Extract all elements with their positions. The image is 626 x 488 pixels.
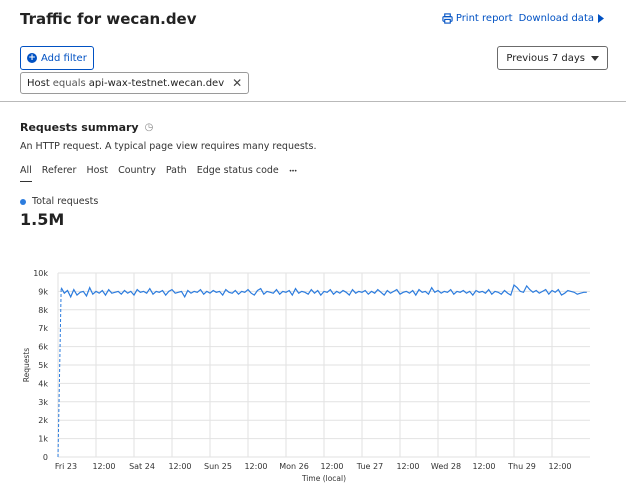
tab-all[interactable]: All: [20, 165, 32, 182]
x-axis-label: Time (local): [301, 474, 346, 483]
x-tick-label: Mon 26: [279, 462, 309, 471]
y-tick-label: 4k: [38, 379, 48, 388]
y-tick-label: 1k: [38, 435, 48, 444]
x-tick-label: 12:00: [396, 462, 419, 471]
time-period-select[interactable]: Previous 7 days: [497, 46, 608, 70]
plus-circle-icon: +: [27, 53, 37, 63]
y-tick-label: 0: [43, 453, 48, 462]
filter-field: Host: [27, 77, 50, 89]
chart-legend: Total requests: [20, 196, 98, 207]
print-report-link[interactable]: Print report: [442, 13, 513, 24]
chevron-down-icon: [591, 55, 599, 61]
time-period-label: Previous 7 days: [506, 52, 585, 64]
x-tick-label: 12:00: [168, 462, 191, 471]
series-line-partial: [57, 287, 62, 458]
more-tabs-button[interactable]: •••: [288, 168, 298, 175]
close-icon[interactable]: ✕: [232, 76, 243, 90]
tab-host[interactable]: Host: [86, 165, 109, 176]
requests-chart: 0 1k 2k 3k 4k 5k 6k 7k 8k 9k 10k Fri 23 12:00 Sat 24 1…: [22, 269, 590, 483]
tab-path[interactable]: Path: [165, 165, 187, 176]
x-tick-label: 12:00: [92, 462, 115, 471]
tab-country[interactable]: Country: [118, 165, 156, 176]
x-tick-label: 12:00: [548, 462, 571, 471]
x-tick-label: Sat 24: [129, 462, 155, 471]
filter-value: api-wax-testnet.wecan.dev: [88, 77, 225, 89]
download-data-link[interactable]: Download data: [519, 13, 604, 24]
breakdown-tabs: All Referer Host Country Path Edge statu…: [20, 165, 306, 182]
y-tick-label: 7k: [38, 324, 48, 333]
y-axis-label: Requests: [22, 348, 31, 382]
y-tick-label: 8k: [38, 306, 48, 315]
filter-chip[interactable]: Host equals api-wax-testnet.wecan.dev ✕: [20, 72, 250, 94]
x-tick-label: Thu 29: [507, 462, 536, 471]
tab-referer[interactable]: Referer: [41, 165, 77, 176]
caret-right-icon: [598, 14, 604, 23]
print-report-label: Print report: [455, 13, 513, 24]
printer-icon: [442, 13, 453, 24]
x-tick-label: 12:00: [472, 462, 495, 471]
filter-operator: equals: [52, 77, 86, 89]
section-description: An HTTP request. A typical page view req…: [20, 141, 317, 152]
x-tick-label: Fri 23: [55, 462, 77, 471]
clock-icon: ◷: [144, 122, 154, 133]
x-tick-label: 12:00: [320, 462, 343, 471]
total-requests-value: 1.5M: [20, 210, 65, 229]
section-title: Requests summary ◷: [20, 121, 153, 134]
y-tick-label: 9k: [38, 287, 48, 296]
download-data-label: Download data: [518, 13, 594, 24]
y-tick-label: 3k: [38, 398, 48, 407]
y-tick-label: 5k: [38, 361, 48, 370]
page-title: Traffic for wecan.dev: [20, 10, 197, 28]
x-tick-label: Sun 25: [204, 462, 232, 471]
section-title-label: Requests summary: [20, 121, 139, 134]
y-tick-label: 6k: [38, 343, 48, 352]
legend-label: Total requests: [32, 196, 99, 207]
series-line: [60, 283, 587, 299]
y-tick-label: 10k: [33, 269, 48, 278]
legend-dot: [20, 198, 26, 205]
tab-edge-status-code[interactable]: Edge status code: [196, 165, 279, 176]
x-tick-label: Tue 27: [356, 462, 383, 471]
x-tick-label: Wed 28: [431, 462, 461, 471]
divider: [0, 101, 626, 102]
add-filter-button[interactable]: + Add filter: [20, 46, 94, 70]
y-tick-label: 2k: [38, 416, 48, 425]
header-actions: Print report Download data: [442, 13, 604, 24]
add-filter-label: Add filter: [41, 52, 87, 64]
x-tick-label: 12:00: [244, 462, 267, 471]
